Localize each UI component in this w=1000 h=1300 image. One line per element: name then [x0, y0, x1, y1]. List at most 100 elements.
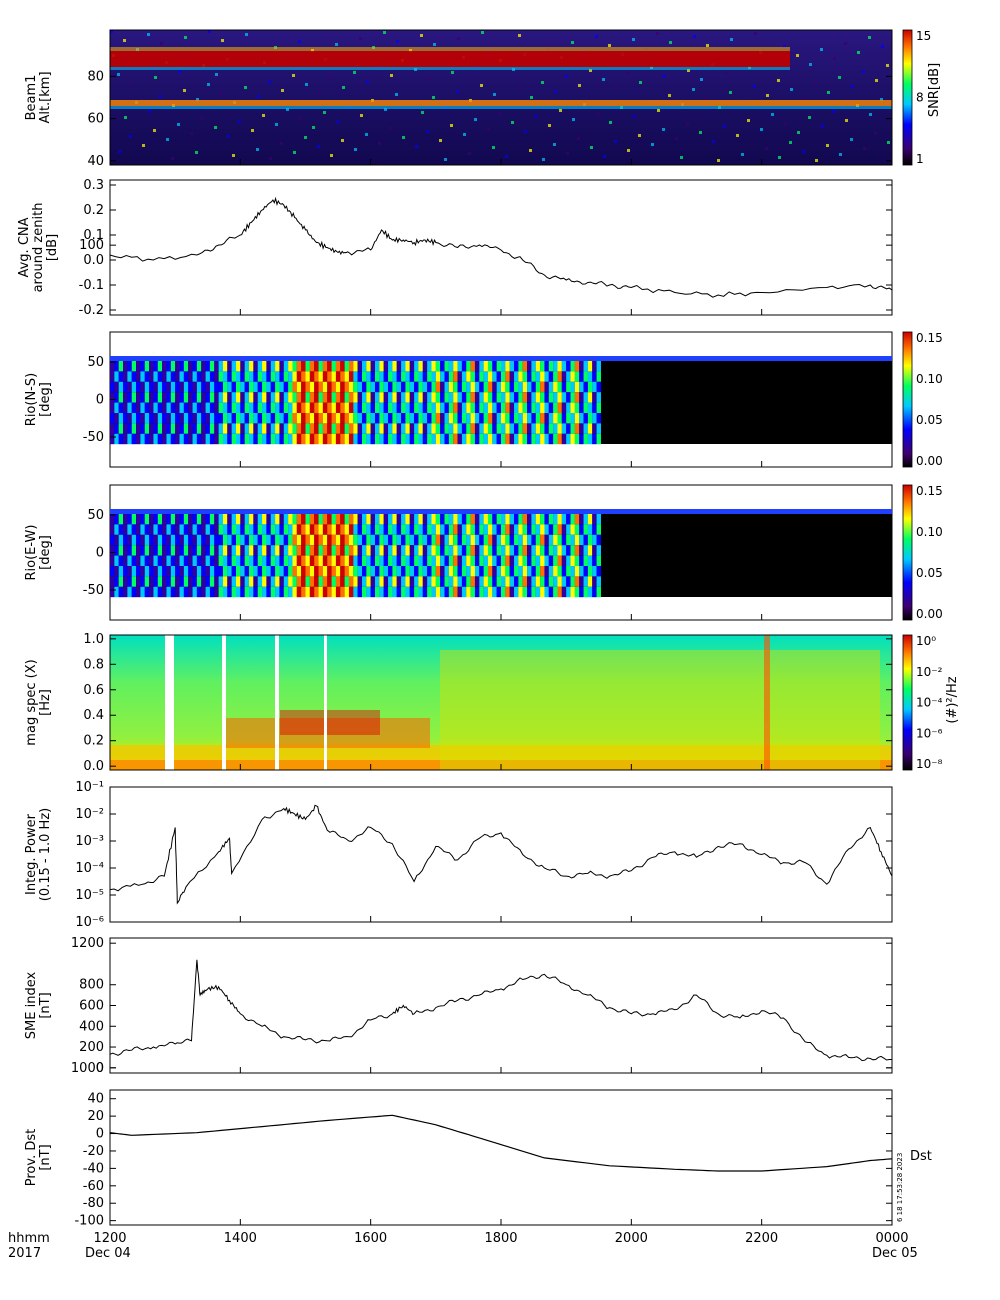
y-axis-label: Avg. CNA: [17, 217, 32, 277]
panel-cna: [109, 179, 893, 316]
y-axis-label: [nT]: [38, 1144, 53, 1170]
rio-cell: [318, 413, 323, 424]
rio-cell: [266, 361, 271, 372]
rio-cell: [596, 514, 601, 525]
rio-cell: [179, 413, 184, 424]
rio-cell: [136, 371, 141, 382]
rio-cell: [466, 586, 471, 598]
rio-cell: [453, 381, 458, 393]
rio-cell: [414, 566, 419, 577]
rio-cell: [240, 524, 245, 535]
rio-cell: [166, 433, 171, 445]
y-tick-label: 80: [87, 69, 104, 84]
rio-cell: [405, 381, 410, 393]
rio-cell: [214, 555, 219, 566]
rio-cell: [431, 433, 436, 445]
rio-cell: [453, 586, 458, 598]
mag-spec-burst: [764, 635, 770, 770]
rio-cell: [553, 566, 558, 577]
rio-cell: [123, 371, 128, 382]
rio-cell: [448, 514, 454, 525]
rio-cell: [540, 402, 545, 413]
rio-cell: [405, 433, 410, 445]
rio-cell: [466, 423, 471, 434]
rio-cell: [283, 586, 289, 598]
rio-cell: [292, 371, 297, 382]
rio-cell: [375, 545, 380, 556]
rio-cell: [275, 586, 280, 598]
rio-cell: [548, 545, 554, 556]
rio-cell: [162, 524, 167, 535]
rio-cell: [166, 381, 171, 393]
snr-speckle-cell: [796, 54, 799, 57]
rio-cell: [301, 586, 306, 598]
rio-cell: [509, 534, 515, 546]
rio-cell: [535, 586, 541, 598]
rio-cell: [292, 576, 297, 587]
rio-cell: [353, 423, 358, 434]
snr-speckle-cell: [638, 134, 641, 137]
rio-cell: [227, 566, 232, 577]
rio-cell: [557, 555, 562, 566]
rio-cell: [166, 586, 171, 598]
rio-cell: [561, 576, 567, 587]
snr-speckle-cell: [354, 148, 357, 151]
rio-cell: [170, 371, 176, 382]
rio-cell: [218, 576, 224, 587]
snr-speckle-cell: [160, 42, 163, 45]
rio-cell: [579, 361, 584, 372]
y-tick-label: 0: [96, 546, 104, 561]
rio-cell: [527, 545, 532, 556]
rio-cell: [392, 534, 397, 546]
rio-cell: [131, 555, 137, 566]
rio-cell: [548, 371, 554, 382]
rio-cell: [544, 402, 549, 413]
rio-cell: [283, 423, 289, 434]
rio-cell: [196, 514, 202, 525]
rio-cell: [470, 566, 475, 577]
rio-cell: [257, 576, 263, 587]
rio-cell: [136, 534, 141, 546]
colorbar-tick-label: 0.05: [916, 566, 943, 580]
rio-cell: [401, 555, 406, 566]
rio-cell: [544, 566, 549, 577]
rio-cell: [149, 566, 154, 577]
rio-cell: [257, 433, 263, 445]
rio-cell: [466, 413, 471, 424]
rio-cell: [548, 566, 554, 577]
rio-cell: [188, 361, 193, 372]
snr-speckle-cell: [421, 111, 424, 114]
snr-speckle-cell: [589, 69, 592, 72]
rio-cell: [275, 402, 280, 413]
y-tick-label: 40: [87, 1092, 104, 1107]
snr-speckle-cell: [330, 154, 333, 157]
y-tick-label: 0.4: [83, 708, 104, 723]
y-axis-label: [Hz]: [38, 689, 53, 716]
rio-cell: [114, 586, 119, 598]
rio-cell: [583, 413, 588, 424]
rio-cell: [335, 402, 341, 413]
rio-cell: [388, 586, 393, 598]
rio-cell: [249, 524, 254, 535]
rio-cell: [322, 555, 328, 566]
rio-cell: [587, 413, 593, 424]
x-axis-row-label-1: hhmm: [8, 1231, 50, 1246]
rio-cell: [470, 555, 475, 566]
rio-cell: [309, 413, 315, 424]
rio-cell: [383, 524, 389, 535]
rio-cell: [209, 392, 215, 403]
rio-cell: [531, 545, 536, 556]
rio-cell: [340, 545, 345, 556]
rio-cell: [414, 534, 419, 546]
rio-cell: [123, 555, 128, 566]
rio-cell: [144, 576, 150, 587]
rio-cell: [505, 534, 510, 546]
rio-cell: [392, 423, 397, 434]
rio-cell: [561, 392, 567, 403]
rio-cell: [218, 402, 224, 413]
rio-cell: [401, 514, 406, 525]
y-tick-label: 1.0: [83, 632, 104, 647]
y-tick-label: -100: [74, 1214, 104, 1229]
rio-cell: [157, 576, 163, 587]
rio-cell: [370, 361, 376, 372]
